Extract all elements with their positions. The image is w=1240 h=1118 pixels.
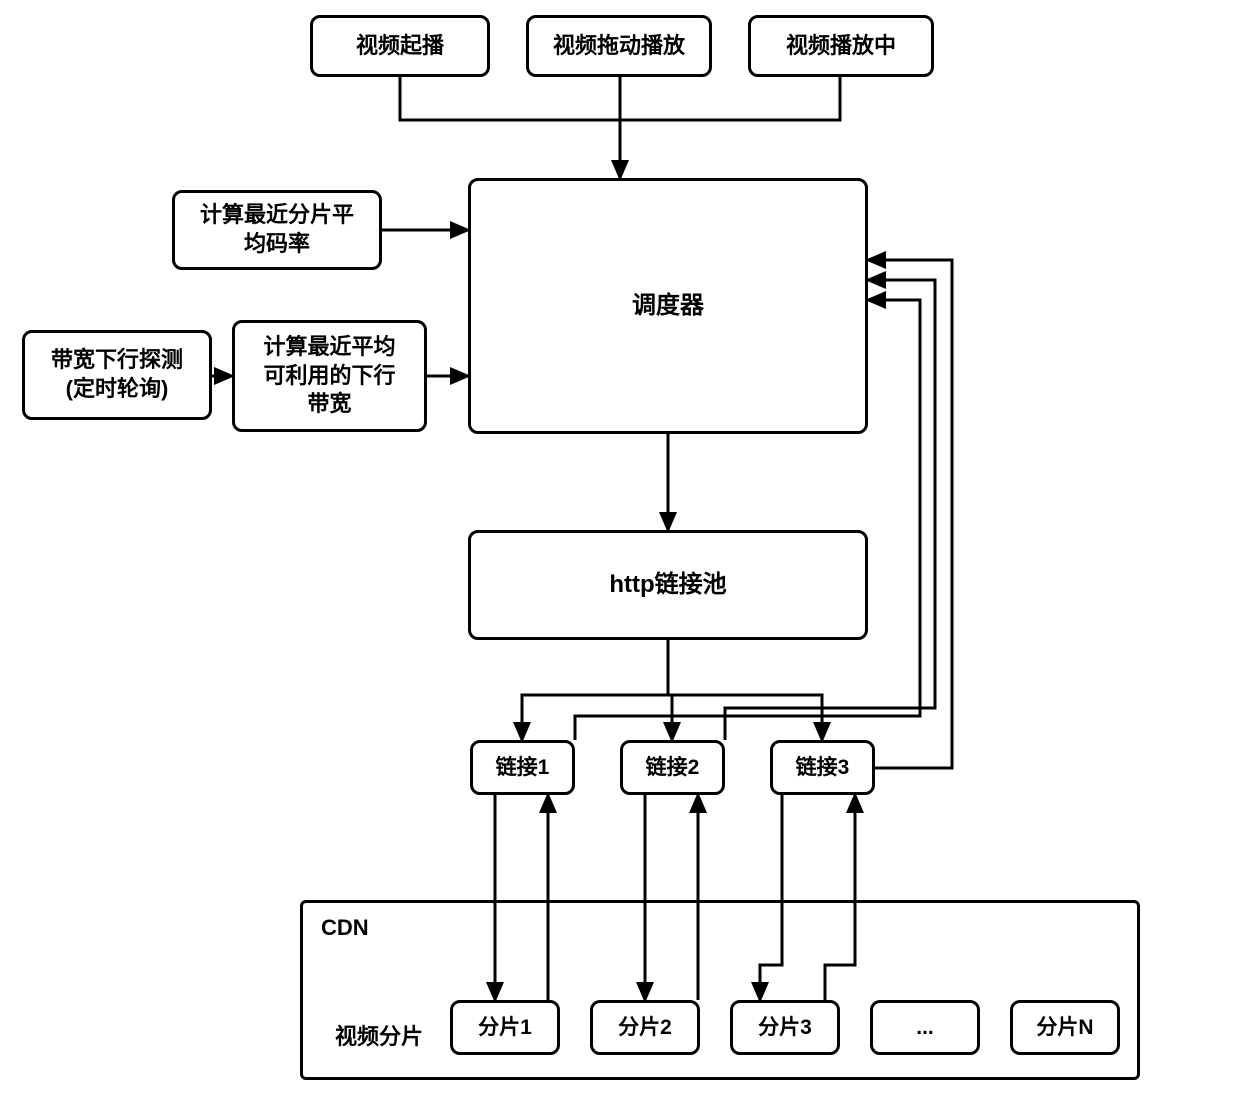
node-label: 计算最近分片平 均码率 (200, 201, 354, 258)
node-label: 分片3 (758, 1014, 812, 1041)
node-seg-n: 分片N (1010, 1000, 1120, 1055)
node-label: 链接3 (796, 754, 850, 781)
node-label: 调度器 (632, 290, 704, 321)
cdn-inner-label: 视频分片 (335, 1019, 423, 1051)
node-http-pool: http链接池 (468, 530, 868, 640)
node-video-playing: 视频播放中 (748, 15, 934, 77)
node-bw-probe: 带宽下行探测 (定时轮询) (22, 330, 212, 420)
node-calc-bitrate: 计算最近分片平 均码率 (172, 190, 382, 270)
node-label: ... (916, 1014, 934, 1041)
node-scheduler: 调度器 (468, 178, 868, 434)
node-seg-1: 分片1 (450, 1000, 560, 1055)
node-video-start: 视频起播 (310, 15, 490, 77)
node-label: 视频拖动播放 (553, 32, 685, 61)
node-label: 计算最近平均 可利用的下行 带宽 (263, 333, 395, 419)
node-label: 视频播放中 (786, 32, 896, 61)
node-seg-3: 分片3 (730, 1000, 840, 1055)
diagram-canvas: 视频起播 视频拖动播放 视频播放中 计算最近分片平 均码率 带宽下行探测 (定时… (0, 0, 1240, 1118)
node-label: 分片2 (618, 1014, 672, 1041)
node-video-seek: 视频拖动播放 (526, 15, 712, 77)
node-label: 分片N (1036, 1014, 1093, 1041)
node-label: 视频起播 (356, 32, 444, 61)
node-link-1: 链接1 (470, 740, 575, 795)
node-label: 带宽下行探测 (定时轮询) (51, 346, 183, 403)
node-link-3: 链接3 (770, 740, 875, 795)
node-seg-2: 分片2 (590, 1000, 700, 1055)
node-calc-bw: 计算最近平均 可利用的下行 带宽 (232, 320, 427, 432)
node-label: 分片1 (478, 1014, 532, 1041)
node-seg-dots: ... (870, 1000, 980, 1055)
node-label: http链接池 (609, 569, 726, 600)
node-label: 链接2 (646, 754, 700, 781)
cdn-label: CDN (321, 915, 369, 941)
node-link-2: 链接2 (620, 740, 725, 795)
node-label: 链接1 (496, 754, 550, 781)
